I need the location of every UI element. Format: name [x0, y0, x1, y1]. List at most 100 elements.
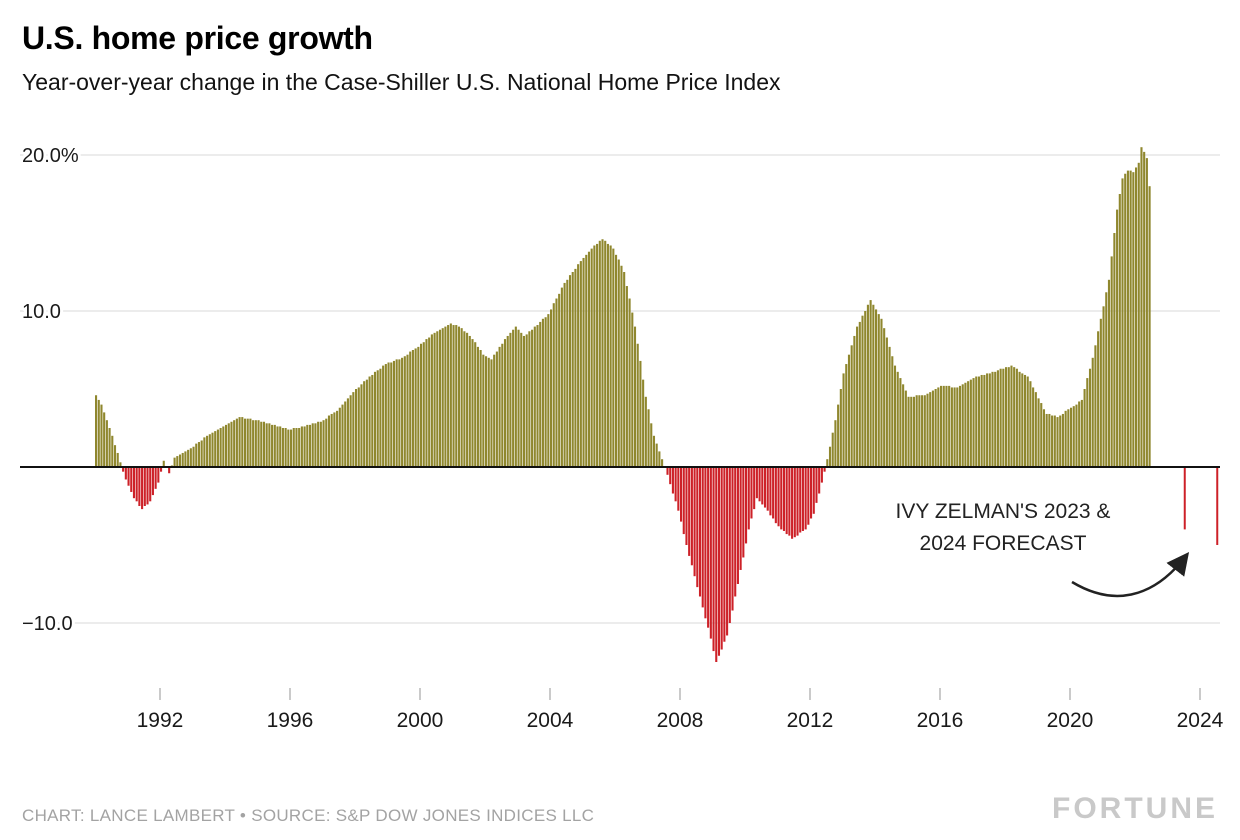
bar: [1126, 170, 1129, 467]
bar: [384, 364, 387, 467]
bar: [793, 467, 796, 538]
bar: [680, 467, 683, 522]
x-tick-label: 2004: [527, 709, 574, 732]
bar: [449, 323, 452, 467]
bar: [211, 432, 214, 467]
bar: [490, 359, 493, 467]
bar: [368, 376, 371, 467]
bar: [555, 298, 558, 467]
bar: [885, 337, 888, 467]
bar: [235, 418, 238, 467]
bar: [314, 423, 317, 467]
bar: [1045, 413, 1048, 467]
x-tick-label: 2024: [1177, 709, 1224, 732]
forecast-annotation: IVY ZELMAN'S 2023 & 2024 FORECAST: [858, 496, 1148, 560]
bar: [753, 467, 756, 510]
bar: [568, 275, 572, 467]
bar: [612, 248, 615, 467]
bar: [590, 248, 593, 467]
bar: [1002, 368, 1005, 467]
bar: [520, 332, 523, 467]
bar: [225, 424, 228, 467]
bar: [620, 265, 623, 467]
bar: [151, 467, 154, 496]
bar: [1116, 209, 1119, 467]
bar: [671, 467, 674, 494]
bar: [130, 467, 133, 492]
bar: [934, 389, 937, 467]
chart-title: U.S. home price growth: [22, 20, 373, 56]
bar: [436, 331, 439, 467]
bar: [195, 443, 198, 467]
bar: [376, 370, 379, 467]
bar: [544, 317, 547, 467]
bar: [899, 378, 902, 467]
bar: [311, 423, 314, 467]
bar: [355, 389, 358, 467]
bar: [850, 345, 853, 467]
bar: [422, 342, 425, 467]
bar: [100, 404, 103, 467]
bar: [290, 429, 293, 467]
bar: [1007, 367, 1010, 467]
bar: [268, 423, 271, 467]
bar: [493, 354, 496, 467]
bar: [539, 321, 542, 467]
x-tick-label: 2008: [657, 709, 704, 732]
bar: [525, 334, 528, 467]
bar: [447, 325, 450, 467]
bar: [728, 467, 731, 623]
y-axis-label: 20.0%: [22, 145, 79, 167]
bar: [487, 357, 490, 467]
bar: [1018, 371, 1021, 467]
bar: [246, 418, 249, 467]
bar: [531, 329, 534, 467]
bar: [146, 467, 149, 505]
bar: [238, 417, 241, 467]
bar: [192, 446, 195, 467]
bar: [382, 365, 385, 467]
bar: [742, 467, 745, 558]
bar: [804, 467, 807, 530]
bar: [143, 467, 146, 506]
bar: [682, 467, 685, 535]
bar: [222, 426, 225, 467]
bar: [1042, 409, 1046, 467]
bar: [197, 442, 201, 467]
bar: [953, 387, 956, 467]
bar: [122, 467, 125, 472]
bar: [463, 331, 466, 467]
bar: [815, 467, 818, 503]
bar: [162, 460, 165, 467]
bar: [604, 240, 607, 467]
bar: [837, 404, 840, 467]
chart-subtitle: Year-over-year change in the Case-Shille…: [22, 69, 781, 95]
bar: [669, 467, 672, 485]
bar: [942, 385, 945, 467]
bar: [801, 467, 804, 531]
bar: [444, 326, 447, 467]
bar: [999, 368, 1002, 467]
bar: [720, 467, 723, 650]
bar: [571, 272, 574, 467]
footer: CHART: LANCE LAMBERT • SOURCE: S&P DOW J…: [22, 792, 1218, 826]
x-tick-label: 2012: [787, 709, 834, 732]
bar: [636, 343, 639, 467]
bar: [761, 467, 764, 505]
bar: [479, 350, 482, 467]
bar: [736, 467, 739, 584]
bar: [1078, 401, 1081, 467]
bar: [200, 440, 203, 467]
bar: [921, 395, 924, 467]
bar: [1129, 170, 1132, 467]
bar: [861, 315, 864, 467]
bar: [292, 428, 295, 467]
bar: [893, 365, 897, 467]
bar: [1094, 345, 1097, 467]
bar: [132, 467, 136, 499]
bar: [869, 300, 872, 467]
bar: [566, 279, 569, 467]
bar: [533, 326, 536, 467]
bar: [875, 309, 878, 467]
bar: [363, 381, 366, 467]
